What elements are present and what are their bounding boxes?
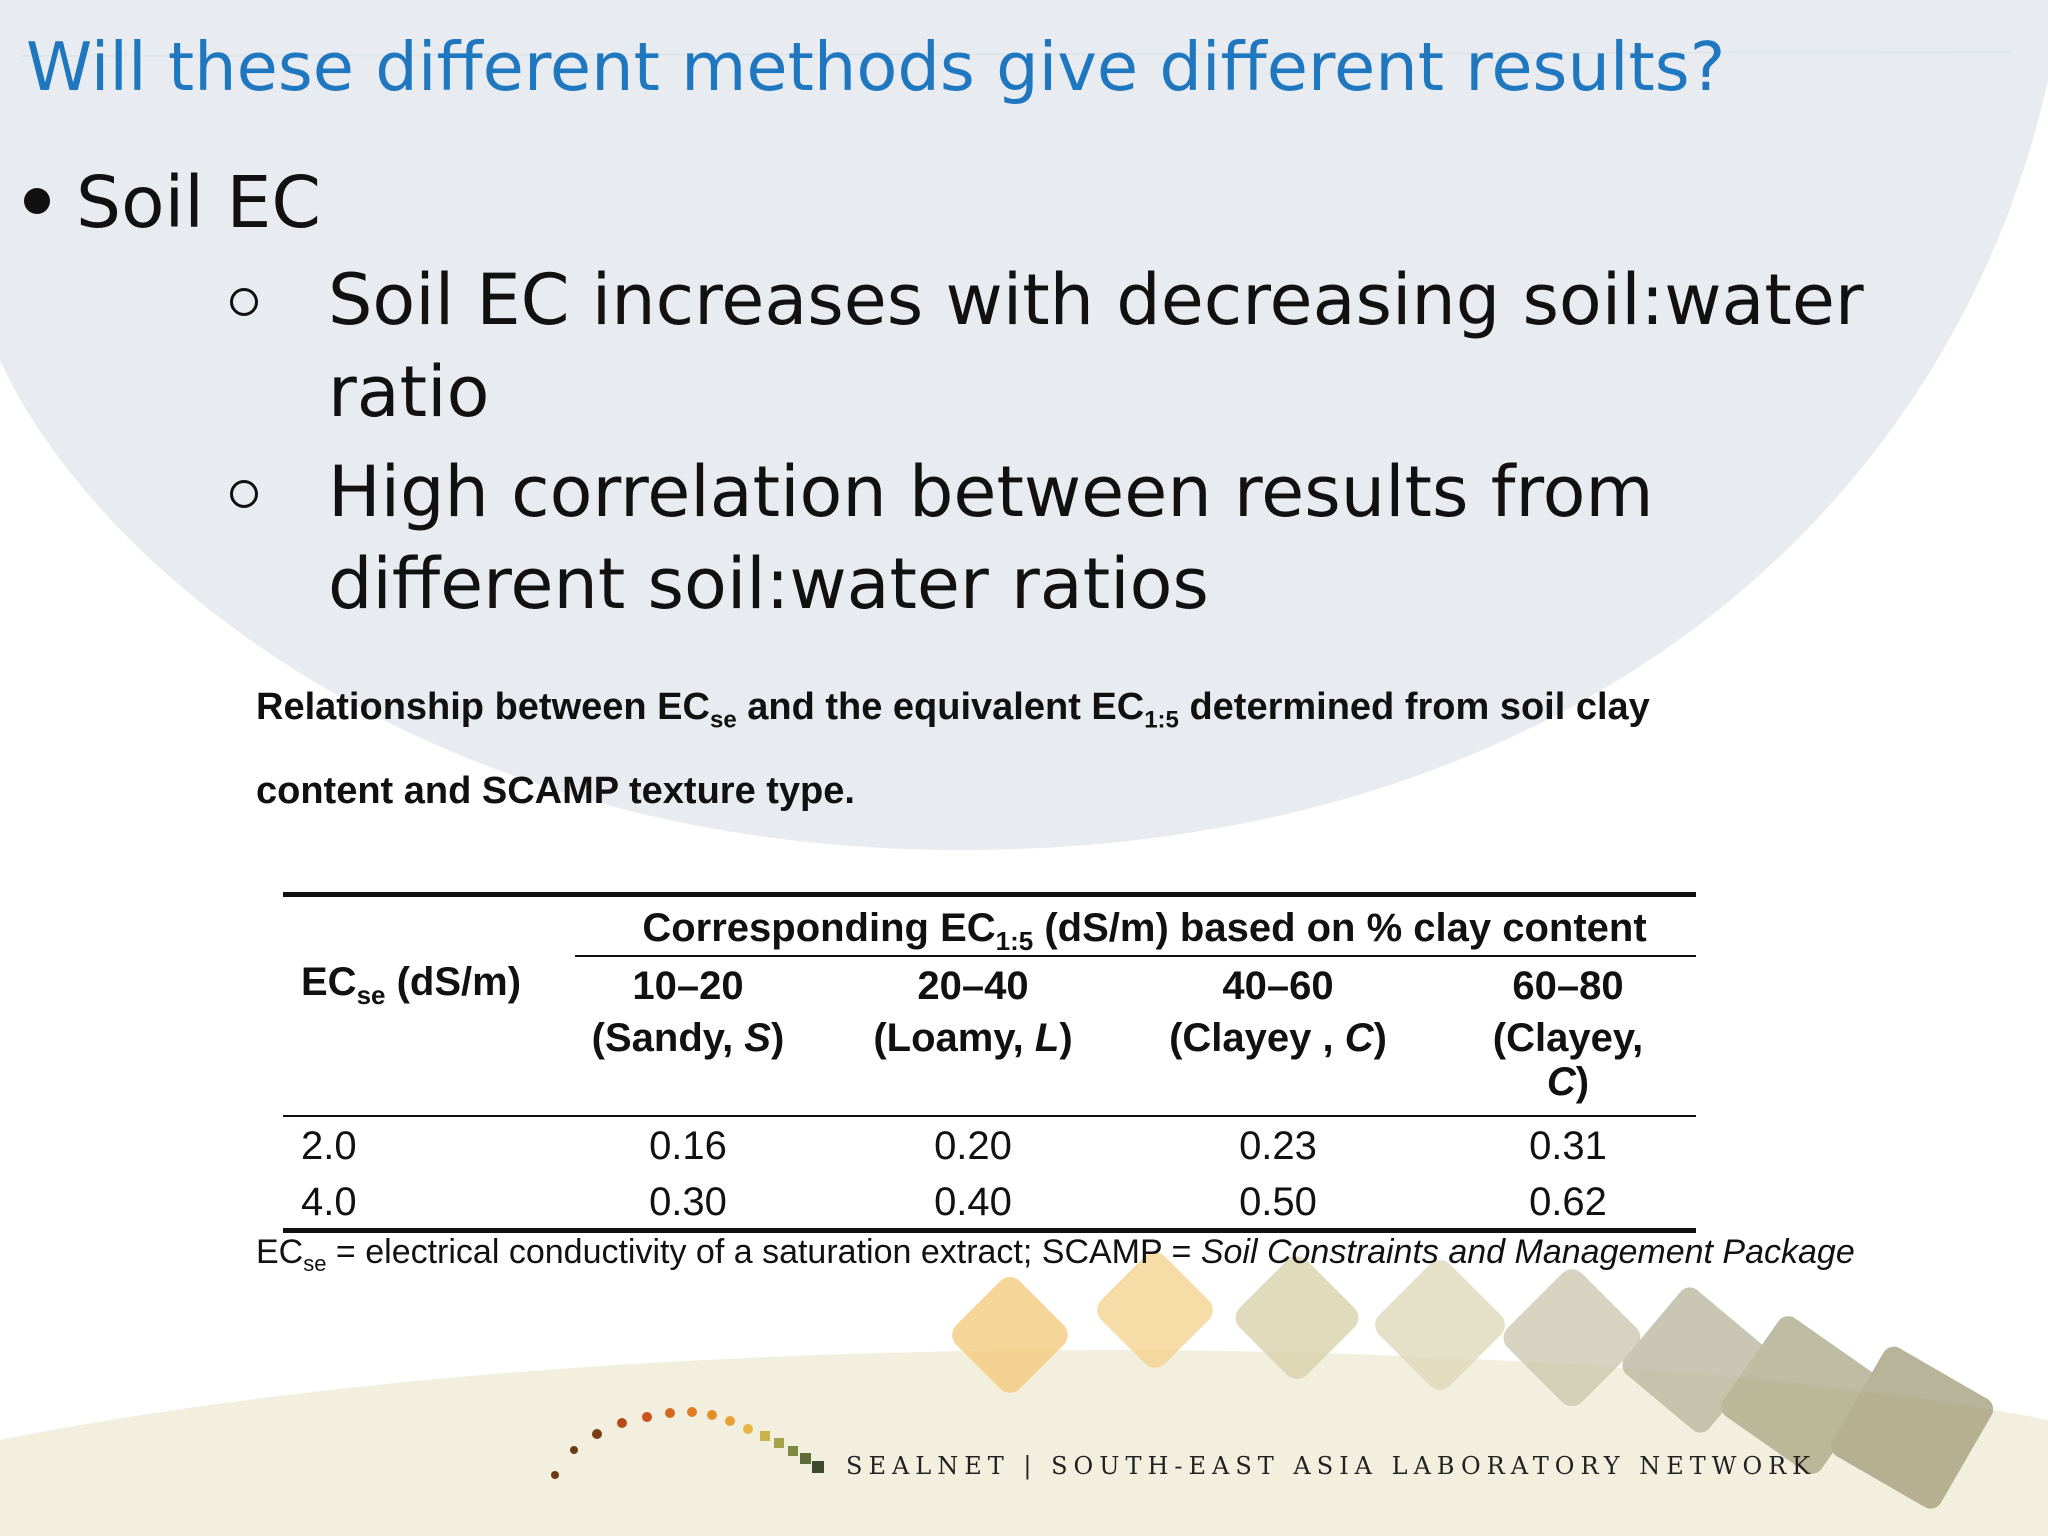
column-texture-abbr: C) — [1463, 1060, 1673, 1104]
sealnet-logo-text: SEALNET | SOUTH-EAST ASIA LABORATORY NET… — [846, 1452, 1817, 1480]
slide-title: Will these different methods give differ… — [26, 28, 1726, 106]
caption-subscript: se — [709, 706, 737, 734]
texture-abbr: S — [744, 1016, 771, 1060]
group-header-main: Corresponding EC — [642, 906, 996, 950]
hollow-circle-bullet-icon — [230, 288, 258, 316]
caption-text: determined from soil clay content and SC… — [256, 686, 1650, 812]
cell-value: 0.40 — [934, 1180, 1012, 1224]
row-header-sub: se — [356, 980, 386, 1010]
column-range: 20–40 — [917, 964, 1029, 1008]
row-header-unit: (dS/m) — [385, 960, 522, 1004]
group-header-rest: (dS/m) based on % clay content — [1033, 906, 1647, 950]
sub-bullet-text: Soil EC increases with decreasing soil:w… — [328, 259, 1864, 433]
sealnet-logo-arc — [551, 1407, 824, 1479]
decorative-diamonds — [952, 1252, 1994, 1509]
column-range: 60–80 — [1512, 964, 1624, 1008]
cell-value: 0.20 — [934, 1124, 1012, 1168]
column-header-loamy: 20–40 (Loamy, L) — [843, 960, 1103, 1064]
row-ecse-value: 2.0 — [301, 1124, 357, 1168]
texture-close: ) — [1373, 1016, 1387, 1060]
cell-value: 0.23 — [1239, 1124, 1317, 1168]
hollow-circle-bullet-icon — [230, 480, 258, 508]
column-texture: (Sandy, S) — [583, 1012, 793, 1064]
row-header-main: EC — [301, 960, 357, 1004]
bullet-label: Soil EC — [76, 161, 321, 244]
column-header-clayey-2: 60–80 (Clayey, C) — [1463, 960, 1673, 1104]
cell-value: 0.16 — [649, 1124, 727, 1168]
column-texture: (Clayey , C) — [1143, 1012, 1413, 1064]
bullet-soil-ec: Soil EC — [24, 158, 321, 248]
group-header-rule — [575, 955, 1696, 957]
footnote-text: = electrical conductivity of a saturatio… — [326, 1233, 1201, 1271]
group-header-sub: 1:5 — [995, 926, 1034, 956]
footnote-sub: se — [303, 1250, 327, 1276]
cell-value: 0.30 — [649, 1180, 727, 1224]
column-header-sandy: 10–20 (Sandy, S) — [583, 960, 793, 1064]
texture-close: ) — [1575, 1060, 1590, 1104]
cell-value: 0.31 — [1529, 1124, 1607, 1168]
bullet-dot-icon — [24, 188, 50, 215]
table-top-rule — [283, 892, 1696, 897]
texture-abbr: C — [1344, 1016, 1374, 1060]
texture-close: ) — [770, 1016, 785, 1060]
footnote-italic: Soil Constraints and Management Package — [1200, 1233, 1855, 1271]
footnote-main: EC — [256, 1233, 304, 1271]
column-range: 10–20 — [632, 964, 744, 1008]
column-header-clayey-1: 40–60 (Clayey , C) — [1143, 960, 1413, 1064]
row-ecse-value: 4.0 — [301, 1180, 357, 1224]
texture-abbr: C — [1546, 1060, 1576, 1104]
texture-label: (Clayey , — [1169, 1016, 1345, 1060]
texture-label: (Sandy, — [591, 1016, 745, 1060]
column-range: 40–60 — [1222, 964, 1334, 1008]
row-header-ecse: ECse (dS/m) — [301, 956, 521, 1021]
texture-close: ) — [1059, 1016, 1073, 1060]
caption-text: and the equivalent EC — [736, 686, 1145, 728]
column-texture: (Clayey, — [1492, 1016, 1644, 1060]
table-bottom-rule — [283, 1228, 1696, 1233]
sub-bullet-text: High correlation between results from di… — [328, 451, 1654, 625]
texture-abbr: L — [1034, 1016, 1060, 1060]
column-texture: (Loamy, L) — [843, 1012, 1103, 1064]
caption-text: Relationship between EC — [256, 686, 710, 728]
table-caption: Relationship between ECse and the equiva… — [256, 672, 1716, 826]
header-body-rule — [283, 1115, 1696, 1117]
texture-label: (Loamy, — [873, 1016, 1035, 1060]
table-footnote: ECse = electrical conductivity of a satu… — [256, 1233, 1855, 1277]
cell-value: 0.50 — [1239, 1180, 1317, 1224]
cell-value: 0.62 — [1529, 1180, 1607, 1224]
group-header: Corresponding EC1:5 (dS/m) based on % cl… — [593, 902, 1696, 967]
caption-subscript: 1:5 — [1144, 706, 1179, 734]
